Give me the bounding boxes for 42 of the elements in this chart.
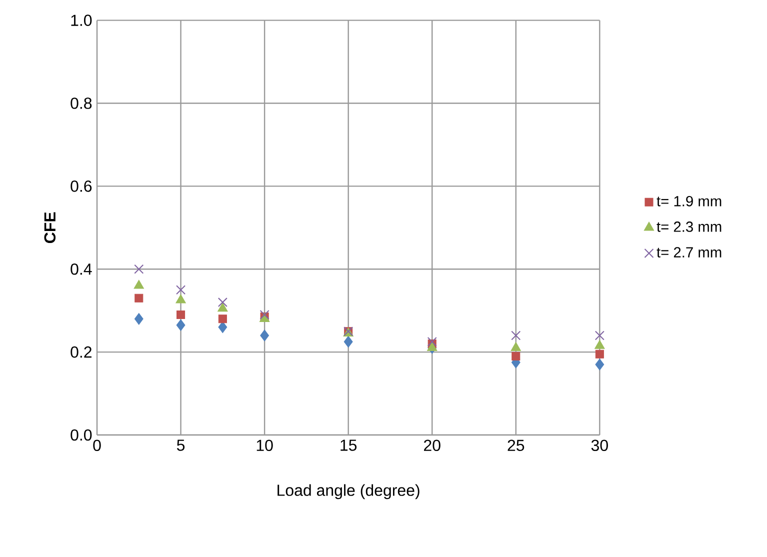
point xyxy=(427,336,437,346)
point xyxy=(134,294,144,302)
point xyxy=(176,294,186,304)
point xyxy=(176,310,186,320)
point xyxy=(426,342,438,351)
point xyxy=(176,319,186,331)
x-tick-label: 15 xyxy=(340,440,357,451)
point xyxy=(218,314,227,324)
x-axis-title: Load angle (degree) xyxy=(278,484,420,500)
point xyxy=(344,336,353,348)
y-tick-label: 1.0 xyxy=(71,14,92,26)
y-tick-label: 0.0 xyxy=(70,429,92,441)
point xyxy=(176,285,186,295)
point xyxy=(260,310,270,320)
x-tick-label: 5 xyxy=(176,440,185,451)
y-tick-label: 0.6 xyxy=(70,180,92,192)
point xyxy=(218,321,228,334)
point xyxy=(512,352,520,360)
y-tick-label: 0.2 xyxy=(70,346,92,358)
point xyxy=(260,330,270,342)
point xyxy=(511,330,521,340)
y-tick-label: 0.8 xyxy=(70,98,92,109)
legend-label: t= 2.7 mm xyxy=(656,247,722,258)
point xyxy=(134,280,144,289)
y-tick-label: 0.4 xyxy=(70,263,92,275)
x-tick-label: 30 xyxy=(591,440,608,452)
point xyxy=(134,313,144,325)
x-tick-label: 0 xyxy=(93,440,101,452)
point xyxy=(510,342,522,351)
point xyxy=(134,264,144,274)
y-axis-title: CFE xyxy=(44,212,56,244)
x-tick-label: 25 xyxy=(508,440,524,452)
point xyxy=(595,350,604,358)
point xyxy=(218,302,228,312)
x-tick-label: 20 xyxy=(424,440,440,452)
point xyxy=(595,358,604,370)
point xyxy=(594,330,604,340)
legend-label: t= 2.3 mm xyxy=(656,222,722,232)
x-tick-label: 10 xyxy=(256,440,273,452)
legend-label: t= 1.9 mm xyxy=(656,196,722,206)
point xyxy=(218,298,228,308)
point xyxy=(594,340,605,349)
